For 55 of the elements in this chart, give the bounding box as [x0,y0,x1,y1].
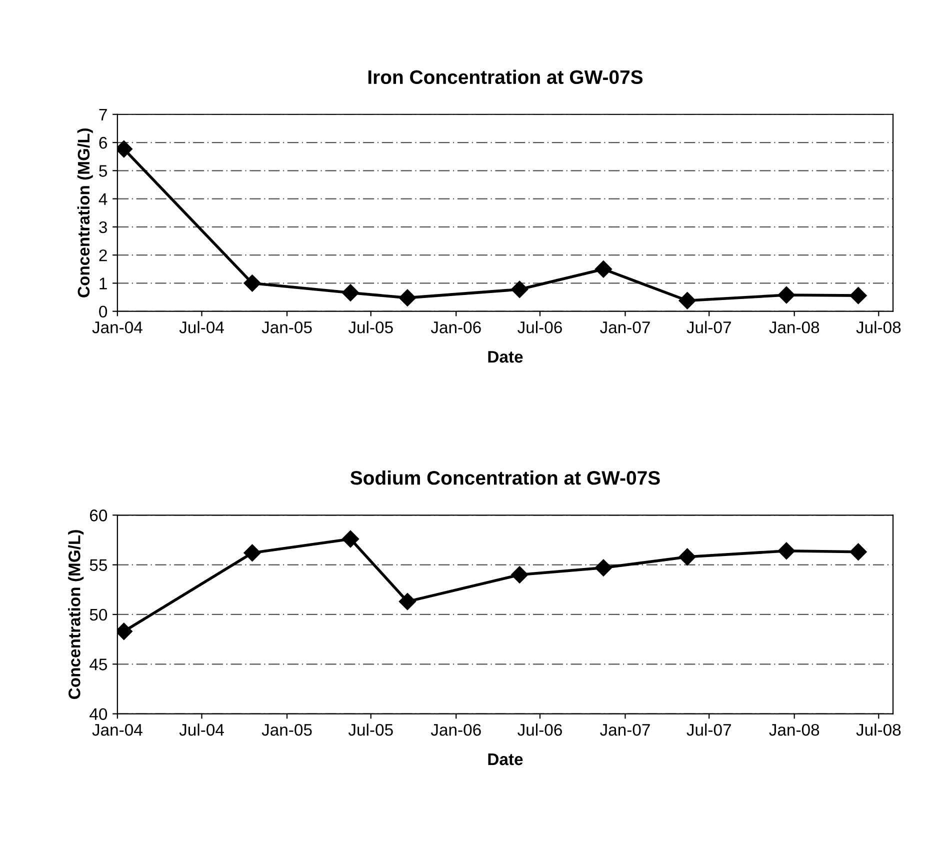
x-axis-title: Date [488,754,523,766]
x-tick-label: Jul-04 [179,724,224,736]
point [511,280,528,298]
x-tick-label: Jan-07 [600,321,650,334]
x-tick-label: Jan-05 [262,724,312,736]
x-tick-label: Jan-05 [262,321,312,334]
y-tick-label: 45 [90,658,108,670]
y-tick-label: 1 [100,278,107,290]
y-tick-label: 0 [99,306,108,318]
x-tick-label: Jan-06 [430,321,481,334]
y-tick-label: 3 [99,221,107,234]
point [342,284,360,302]
x-tick-label: Jul-08 [856,321,901,334]
y-tick-label: 55 [90,559,108,572]
x-axis-title: Date [488,351,523,363]
x-tick-label: Jan-04 [92,321,142,334]
y-tick-label: 60 [90,510,108,522]
x-tick-label: Jan-04 [92,724,142,736]
y-axis-title: Concentration (MG/L) [68,530,84,699]
y-tick-label: 50 [90,608,108,621]
point [511,566,528,584]
point [398,289,416,306]
point [594,559,612,576]
point [398,593,416,610]
y-tick-label: 40 [90,708,108,720]
x-tick-label: Jan-07 [600,724,650,736]
point [244,544,261,562]
chart-title: Sodium Concentration at GW-07S [350,470,660,485]
point [594,260,612,278]
y-tick-label: 5 [99,165,108,177]
point [850,287,867,304]
y-axis-title: Concentration (MG/L) [77,128,93,298]
x-tick-label: Jul-06 [518,321,562,334]
x-tick-label: Jan-06 [430,724,481,736]
x-tick-label: Jan-08 [769,724,820,736]
y-tick-label: 6 [99,136,107,149]
y-tick-label: 4 [98,193,108,205]
x-tick-label: Jul-06 [518,724,562,736]
point [678,548,696,566]
x-tick-label: Jul-05 [348,724,393,736]
chart-title: Iron Concentration at GW-07S [368,70,643,84]
x-tick-label: Jul-07 [686,321,731,334]
point [678,292,696,310]
point [244,274,261,292]
point [778,542,796,560]
x-tick-label: Jan-08 [769,321,820,334]
point [778,286,796,304]
y-tick-label: 2 [99,249,107,262]
x-tick-label: Jul-07 [686,724,731,736]
x-tick-label: Jul-04 [179,321,224,334]
y-tick-label: 7 [99,108,107,120]
x-tick-label: Jul-08 [856,724,901,736]
point [850,543,867,560]
x-tick-label: Jul-05 [348,321,393,334]
point [342,530,360,548]
